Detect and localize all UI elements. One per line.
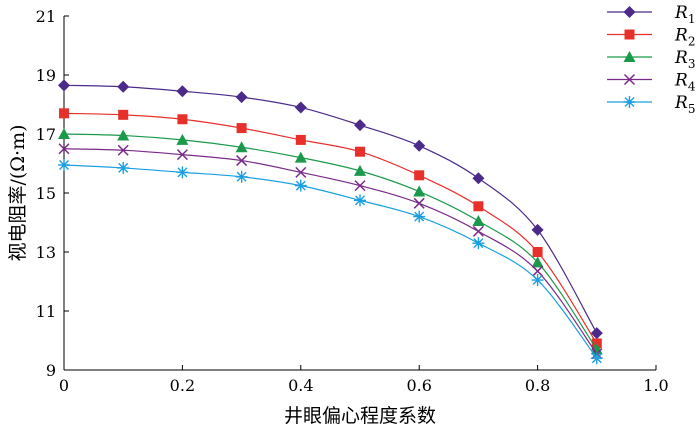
data-point — [413, 139, 426, 152]
data-point — [354, 194, 366, 207]
data-point — [176, 149, 188, 161]
data-point — [58, 158, 70, 171]
data-point — [413, 185, 426, 197]
data-point — [472, 237, 485, 250]
y-axis-title: 视电阻率/(Ω·m) — [7, 124, 29, 261]
data-point — [117, 80, 130, 93]
x-tick-label: 1.0 — [643, 376, 668, 395]
y-tick-label: 11 — [36, 302, 56, 321]
data-point — [472, 225, 484, 237]
data-point — [294, 179, 307, 192]
data-point — [531, 256, 544, 268]
legend-item: R5 — [607, 93, 695, 116]
data-point — [472, 215, 485, 227]
x-tick-label: 0.2 — [170, 376, 195, 395]
legend-marker — [623, 51, 636, 62]
data-point — [472, 172, 485, 185]
data-point — [414, 170, 425, 181]
data-point — [354, 180, 366, 192]
legend-label: R2 — [674, 26, 695, 49]
data-point — [354, 119, 366, 132]
legend-item: R1 — [607, 3, 695, 26]
y-tick-label: 21 — [36, 7, 56, 26]
data-point — [531, 223, 544, 236]
y-tick-label: 15 — [36, 184, 56, 203]
data-point — [58, 79, 70, 92]
legend-marker — [624, 29, 635, 40]
legend-label: R4 — [674, 71, 696, 94]
x-tick-label: 0.4 — [288, 376, 313, 395]
legend-label: R3 — [674, 48, 695, 71]
data-point — [177, 114, 188, 125]
legend-marker — [623, 96, 636, 108]
data-point — [118, 109, 129, 120]
series-line — [63, 112, 598, 344]
x-tick-label: 0.8 — [525, 376, 550, 395]
series-line — [63, 148, 598, 355]
series-R5 — [58, 158, 603, 365]
series-R3 — [58, 128, 603, 355]
data-point — [590, 327, 603, 340]
data-point — [235, 91, 248, 104]
legend-label: R5 — [674, 93, 695, 116]
y-tick-label: 9 — [46, 361, 56, 380]
data-point — [294, 151, 307, 163]
data-point — [235, 141, 248, 153]
series-line — [63, 133, 598, 350]
legend-marker — [623, 73, 636, 86]
data-point — [590, 352, 603, 365]
data-point — [354, 164, 366, 176]
data-point — [473, 201, 484, 212]
data-point — [58, 128, 70, 139]
data-point — [176, 85, 189, 98]
data-point — [117, 129, 130, 141]
legend-item: R2 — [607, 26, 695, 49]
y-tick-label: 19 — [36, 66, 56, 85]
series-line — [63, 84, 598, 334]
legend-item: R4 — [607, 71, 696, 94]
data-point — [117, 144, 129, 156]
data-point — [413, 210, 426, 223]
series-R2 — [59, 108, 602, 349]
series-R1 — [58, 79, 603, 340]
legend-item: R3 — [607, 48, 695, 71]
data-point — [295, 134, 306, 145]
legend-label: R1 — [674, 3, 695, 26]
y-tick-label: 13 — [36, 243, 56, 262]
series-layer — [58, 79, 603, 365]
data-point — [294, 101, 307, 114]
data-point — [176, 133, 189, 145]
x-axis-title: 井眼偏心程度系数 — [284, 405, 436, 427]
series-R4 — [58, 143, 603, 360]
data-point — [236, 123, 247, 134]
data-point — [532, 247, 543, 257]
series-line — [63, 164, 598, 359]
data-point — [59, 108, 69, 119]
data-point — [176, 166, 189, 179]
data-point — [235, 170, 248, 183]
data-point — [413, 197, 425, 209]
data-point — [355, 146, 365, 157]
x-tick-label: 0 — [59, 376, 69, 395]
data-point — [236, 155, 248, 167]
data-point — [532, 265, 544, 277]
axes: 0 0.2 0.4 0.6 0.8 1.0 9 11 13 15 17 19 21 — [36, 7, 669, 395]
data-point — [295, 166, 307, 178]
y-tick-label: 17 — [36, 125, 56, 144]
legend-marker — [623, 6, 636, 18]
x-tick-label: 0.6 — [406, 376, 431, 395]
data-point — [117, 161, 130, 174]
data-point — [531, 274, 544, 287]
data-point — [58, 143, 70, 155]
